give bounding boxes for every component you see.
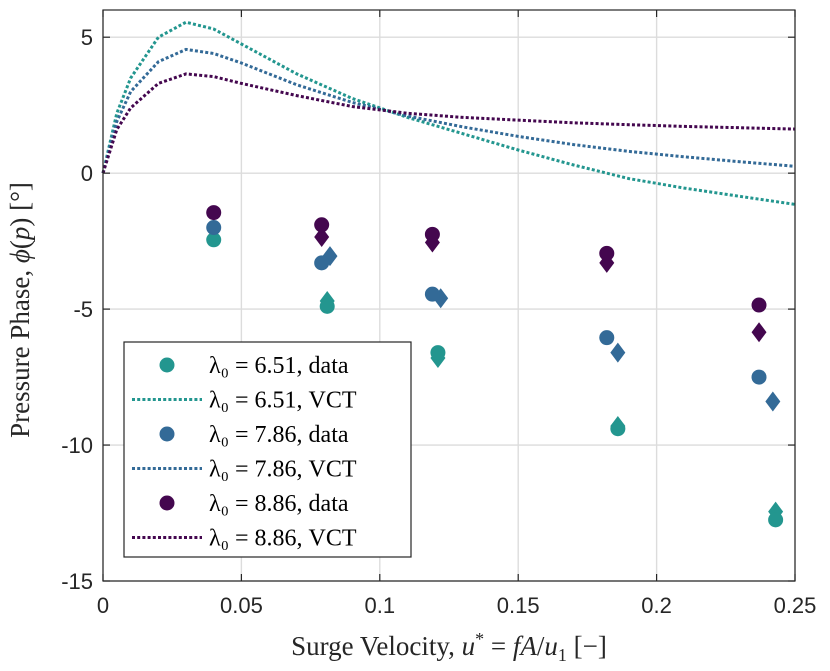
y-tick-label: 5 [81, 25, 93, 50]
legend-label: λ₀ = 7.86, VCT [209, 457, 357, 483]
legend-label: λ₀ = 7.86, data [209, 422, 349, 448]
x-tick-label: 0.1 [365, 593, 396, 618]
x-tick-label: 0 [97, 593, 109, 618]
plot-area-border [102, 9, 796, 582]
y-tick-label: -10 [61, 433, 93, 458]
legend-item-data-8.86: λ₀ = 8.86, data [159, 491, 349, 517]
legend-box [123, 341, 412, 558]
legend-item-vct-8.86: λ₀ = 8.86, VCT [132, 526, 357, 552]
diamond-point [768, 501, 784, 522]
legend: λ₀ = 6.51, data λ₀ = 6.51, VCT λ₀ = 7.86, … [123, 341, 412, 558]
legend-label: λ₀ = 8.86, data [209, 491, 349, 517]
x-tick-label: 0.05 [220, 593, 263, 618]
legend-marker-circle [159, 426, 175, 442]
y-tick-label: -5 [73, 297, 93, 322]
data-point [206, 232, 222, 248]
vct-line-7.86 [101, 47, 796, 174]
legend-marker-circle [159, 357, 175, 373]
data-point [314, 217, 330, 233]
data-point [768, 512, 784, 528]
legend-label: λ₀ = 6.51, data [209, 353, 349, 379]
data-point [610, 421, 626, 437]
data-point [424, 286, 440, 302]
data-point [206, 220, 222, 236]
diamond-point [765, 391, 781, 412]
data-point [751, 297, 767, 313]
legend-label: λ₀ = 8.86, VCT [209, 526, 357, 552]
diamond-point [314, 227, 330, 248]
data-point [424, 226, 440, 242]
legend-item-vct-7.86: λ₀ = 7.86, VCT [132, 457, 357, 483]
y-tick-label: 0 [81, 161, 93, 186]
tick-marks [102, 10, 796, 582]
data-point [430, 345, 446, 361]
legend-item-data-6.51: λ₀ = 6.51, data [159, 353, 349, 379]
data-point [599, 245, 615, 261]
legend-marker-circle [159, 495, 175, 511]
x-tick-label: 0.2 [641, 593, 672, 618]
data-point [599, 330, 615, 346]
legend-item-vct-6.51: λ₀ = 6.51, VCT [132, 388, 357, 414]
series-layer [101, 20, 796, 528]
data-point [206, 205, 222, 221]
legend-item-data-7.86: λ₀ = 7.86, data [159, 422, 349, 448]
y-axis-label: Pressure Phase, ϕ(p) [°] [5, 182, 35, 438]
x-tick-label: 0.15 [497, 593, 540, 618]
x-axis-label: Surge Velocity, u* = fA/u1 [−] [291, 629, 607, 665]
data-point [319, 298, 335, 314]
x-tick-label: 0.25 [774, 593, 817, 618]
vct-line-6.51 [101, 20, 796, 206]
vct-line-8.86 [101, 72, 796, 174]
diamond-point [610, 342, 626, 363]
data-point [751, 369, 767, 385]
tick-labels: 0 0.05 0.1 0.15 0.2 0.25 -15 -10 -5 0 5 [61, 25, 816, 618]
data-point [314, 255, 330, 271]
y-tick-label: -15 [61, 569, 93, 594]
diamond-point [751, 322, 767, 343]
legend-label: λ₀ = 6.51, VCT [209, 388, 357, 414]
